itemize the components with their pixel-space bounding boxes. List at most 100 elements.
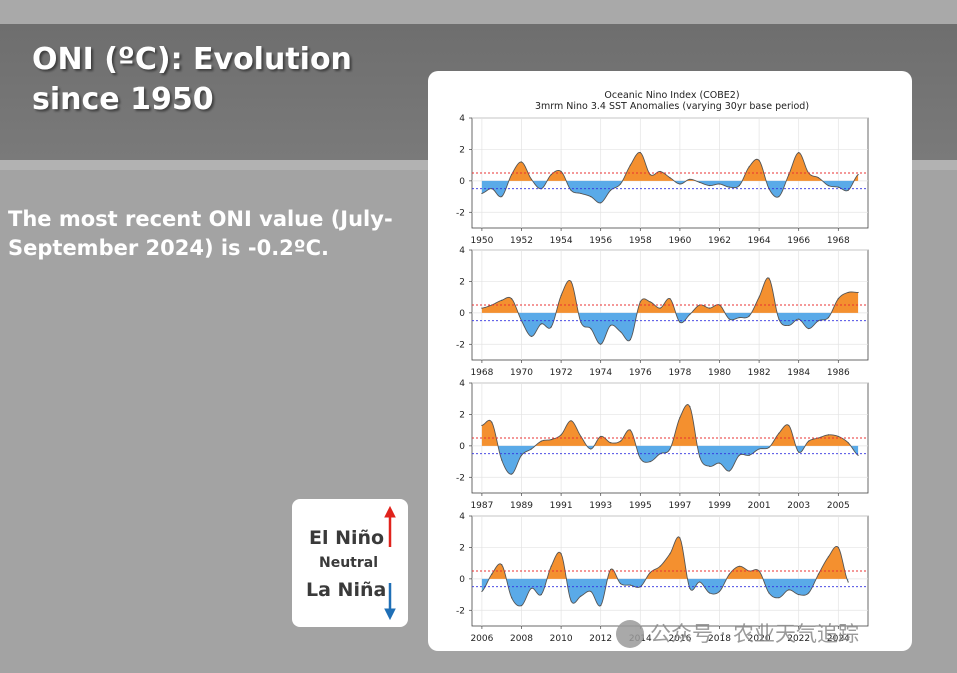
oni-data-point (491, 573, 493, 575)
oni-data-point (827, 556, 829, 558)
y-tick-label: -2 (456, 208, 465, 218)
oni-data-point (679, 537, 681, 539)
oni-data-point (798, 451, 800, 453)
oni-data-point (837, 298, 839, 300)
oni-data-point (550, 565, 552, 567)
oni-data-point (817, 573, 820, 575)
oni-data-point (610, 442, 612, 444)
oni-panel-2: -2 0 2 4 1968 1970 1972 1974 1976 1978 1980 1982 198… (456, 246, 869, 378)
up-arrow-icon (384, 505, 396, 547)
oni-data-point (778, 195, 780, 198)
oni-data-point (619, 582, 622, 585)
x-tick-label: 1991 (550, 501, 573, 511)
y-tick-label: 0 (459, 177, 465, 187)
positive-anomaly-area (481, 404, 859, 446)
oni-data-point (798, 593, 800, 596)
oni-data-point (699, 456, 701, 458)
x-tick-label: 2008 (510, 634, 533, 644)
oni-data-point (689, 587, 691, 589)
oni-data-point (481, 424, 483, 427)
oni-data-point (768, 446, 770, 449)
y-tick-label: 0 (459, 575, 465, 585)
oni-data-point (718, 304, 721, 306)
x-tick-label: 2005 (827, 501, 850, 511)
oni-data-point (501, 299, 503, 301)
x-tick-label: 1978 (668, 368, 691, 378)
y-tick-label: -2 (456, 473, 465, 483)
oni-data-point (540, 440, 542, 442)
oni-data-point (530, 335, 532, 338)
oni-data-point (511, 597, 513, 599)
x-tick-label: 1952 (510, 236, 533, 246)
x-tick-label: 1950 (470, 236, 493, 246)
oni-data-point (520, 454, 523, 456)
oni-data-point (847, 442, 849, 444)
oni-data-point (798, 151, 800, 154)
x-tick-label: 1960 (668, 236, 691, 246)
legend-arrows (384, 505, 396, 621)
oni-data-point (748, 166, 750, 168)
oni-data-point (679, 416, 681, 419)
x-tick-label: 1999 (708, 501, 731, 511)
oni-data-point (699, 181, 701, 184)
oni-data-point (629, 164, 631, 166)
oni-data-point (639, 457, 641, 460)
oni-data-point (600, 343, 602, 345)
oni-data-point (501, 564, 503, 566)
x-tick-label: 1989 (510, 501, 533, 511)
oni-panel-4: -202420062008201020122014201620182020202… (456, 512, 869, 644)
oni-data-point (659, 170, 661, 173)
oni-data-point (619, 331, 622, 333)
oni-data-point (659, 565, 661, 567)
oni-data-point (511, 473, 513, 475)
oni-data-point (590, 195, 592, 198)
oni-data-point (728, 318, 730, 320)
oni-data-point (808, 592, 810, 594)
oni-data-point (629, 584, 631, 586)
body-line-2: September 2024) is -0.2ºC. (8, 236, 330, 260)
oni-data-point (778, 597, 780, 599)
oni-data-point (659, 307, 661, 309)
oni-data-point (738, 565, 740, 567)
oni-data-point (530, 448, 532, 450)
oni-data-point (798, 318, 800, 320)
oni-data-point (550, 438, 552, 441)
oni-data-point (758, 296, 760, 298)
oni-data-point (817, 437, 820, 439)
oni-data-point (827, 434, 829, 436)
oni-data-point (669, 448, 671, 450)
oni-data-point (689, 405, 691, 408)
x-tick-label: 2018 (708, 634, 731, 644)
body-line-1: The most recent ONI value (July- (8, 207, 393, 231)
oni-data-point (560, 294, 562, 297)
enso-legend-box: El Niño Neutral La Niña (292, 499, 408, 627)
x-tick-label: 1968 (827, 236, 850, 246)
watermark-text: 公众号 · 农业天气追踪 (650, 622, 860, 646)
oni-data-point (639, 151, 641, 154)
oni-data-point (847, 291, 849, 294)
oni-data-point (728, 573, 730, 575)
y-tick-label: 2 (459, 277, 465, 287)
oni-data-point (600, 202, 602, 204)
x-tick-label: 1956 (589, 236, 612, 246)
slide-title-line-2: since 1950 (32, 82, 214, 117)
y-tick-label: 0 (459, 309, 465, 319)
oni-data-point (679, 321, 681, 323)
oni-data-point (817, 177, 820, 179)
oni-data-point (758, 159, 760, 162)
y-tick-label: 4 (459, 246, 465, 256)
x-tick-label: 1954 (550, 236, 573, 246)
oni-data-point (610, 324, 612, 327)
oni-data-point (511, 298, 513, 300)
y-tick-label: 0 (459, 442, 465, 452)
oni-data-point (550, 326, 552, 328)
oni-data-point (778, 432, 780, 434)
oni-data-point (580, 192, 582, 195)
y-tick-label: 2 (459, 410, 465, 420)
oni-data-point (837, 435, 839, 438)
oni-series-line (481, 536, 849, 607)
oni-data-point (669, 298, 671, 300)
x-tick-label: 1974 (589, 368, 612, 378)
x-tick-label: 1993 (589, 501, 612, 511)
oni-data-point (530, 178, 532, 180)
